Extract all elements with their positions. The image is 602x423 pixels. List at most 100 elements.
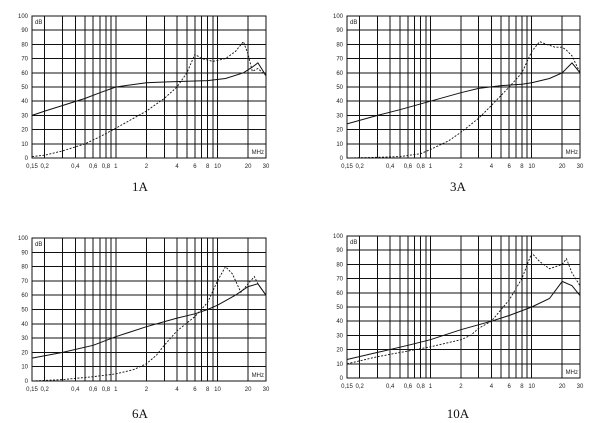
y-tick-label: 60 (21, 71, 28, 77)
x-tick-label: 0,2 (41, 387, 50, 393)
y-tick-label: 40 (336, 319, 343, 325)
x-tick-label: 0,4 (386, 164, 395, 170)
x-tick-label: 0,2 (41, 164, 50, 170)
x-tick-label: 0,8 (102, 387, 111, 393)
x-tick-label: 2 (459, 384, 463, 390)
y-tick-label: 10 (21, 142, 28, 148)
x-tick-label: 0,6 (404, 384, 413, 390)
x-tick-label: 20 (559, 384, 566, 390)
x-axis-label: MHz (252, 373, 264, 379)
x-tick-label: 0,15 (26, 164, 38, 170)
y-tick-label: 30 (336, 333, 343, 339)
chart-panel-1a: 0 10 20 30 40 50 60 70 80 90 100 0,15 0,2 0,4 0,6 0,8 1 2… (18, 14, 270, 194)
x-tick-label: 8 (206, 387, 210, 393)
x-tick-label: 1 (429, 384, 433, 390)
y-tick-label: 20 (336, 128, 343, 134)
x-axis-label: MHz (566, 150, 578, 156)
chart-panel-3a: 01020304050607080901000,15 0,2 0,4 0,6 0,8 1 2… (333, 14, 584, 194)
y-tick-label: 20 (336, 348, 343, 354)
y-tick-label: 80 (21, 265, 28, 271)
x-tick-label: 0,6 (89, 164, 98, 170)
y-tick-label: 30 (21, 336, 28, 342)
x-tick-label: 0,15 (341, 164, 353, 170)
x-tick-label: 0,4 (386, 384, 395, 390)
x-tick-label: 6 (508, 164, 512, 170)
y-tick-label: 40 (21, 99, 28, 105)
y-tick-label: 10 (336, 142, 343, 148)
y-tick-label: 90 (21, 28, 28, 34)
y-tick-label: 20 (21, 128, 28, 134)
x-tick-label: 2 (145, 164, 149, 170)
y-tick-label: 50 (336, 305, 343, 311)
x-tick-label: 30 (577, 164, 584, 170)
x-tick-label: 0,4 (71, 387, 80, 393)
x-tick-label: 2 (459, 164, 463, 170)
y-tick-label: 70 (21, 57, 28, 63)
x-tick-label: 4 (175, 387, 179, 393)
y-tick-label: 80 (21, 42, 28, 48)
y-tick-label: 0 (25, 156, 29, 162)
x-tick-label: 0,8 (416, 164, 425, 170)
y-tick-label: 0 (25, 379, 29, 385)
chart-panel-6a: 01020304050607080901000,15 0,2 0,4 0,6 0,8 1 2… (18, 236, 270, 421)
y-tick-label: 80 (336, 262, 343, 268)
y-axis-label: dB (35, 242, 42, 248)
x-tick-label: 0,2 (355, 164, 364, 170)
x-tick-label: 4 (175, 164, 179, 170)
x-tick-label: 30 (263, 387, 270, 393)
y-tick-label: 10 (21, 365, 28, 371)
y-tick-label: 100 (333, 234, 344, 240)
x-tick-label: 1 (114, 387, 118, 393)
y-tick-label: 60 (336, 291, 343, 297)
y-tick-label: 30 (336, 113, 343, 119)
y-tick-label: 90 (336, 248, 343, 254)
x-tick-label: 0,8 (416, 384, 425, 390)
y-tick-label: 10 (336, 362, 343, 368)
y-axis-label: dB (35, 20, 42, 26)
x-tick-label: 8 (520, 164, 524, 170)
x-tick-label: 6 (193, 387, 197, 393)
x-tick-label: 6 (193, 164, 197, 170)
x-tick-label: 6 (508, 384, 512, 390)
y-tick-label: 70 (336, 277, 343, 283)
x-tick-label: 0,15 (341, 384, 353, 390)
x-tick-label: 0,6 (404, 164, 413, 170)
x-tick-label: 0,15 (26, 387, 38, 393)
x-tick-label: 20 (245, 164, 252, 170)
y-tick-label: 30 (21, 113, 28, 119)
y-tick-label: 50 (21, 85, 28, 91)
y-tick-label: 40 (336, 99, 343, 105)
y-tick-label: 60 (21, 293, 28, 299)
x-tick-label: 1 (114, 164, 118, 170)
x-tick-label: 20 (245, 387, 252, 393)
x-tick-label: 20 (559, 164, 566, 170)
x-tick-label: 2 (145, 387, 149, 393)
x-tick-label: 10 (214, 387, 221, 393)
x-tick-label: 10 (214, 164, 221, 170)
x-tick-label: 8 (206, 164, 210, 170)
x-tick-label: 0,2 (355, 384, 364, 390)
chart-title: 6A (132, 406, 149, 421)
x-tick-label: 4 (490, 164, 494, 170)
series-line-solid (32, 63, 266, 116)
x-tick-label: 30 (577, 384, 584, 390)
series-line-dashed (347, 253, 580, 364)
chart-panel-10a: 0 10 20 30 40 50 60 70 80 90 100 0,15 0,2 0,4 0,6 0,8 1 2… (333, 234, 584, 421)
y-axis-label: dB (350, 240, 357, 246)
x-tick-label: 0,4 (71, 164, 80, 170)
y-tick-label: 70 (21, 279, 28, 285)
y-tick-label: 80 (336, 42, 343, 48)
x-tick-label: 10 (528, 164, 535, 170)
y-tick-label: 90 (336, 28, 343, 34)
y-tick-label: 0 (340, 376, 344, 382)
x-tick-label: 0,6 (89, 387, 98, 393)
x-axis-label: MHz (252, 150, 264, 156)
grid-lines (347, 16, 580, 158)
x-tick-label: 10 (528, 384, 535, 390)
series-line-solid (347, 63, 580, 124)
y-tick-label: 20 (21, 350, 28, 356)
grid-lines (32, 16, 266, 158)
y-tick-label: 50 (336, 85, 343, 91)
chart-title: 1A (132, 179, 149, 194)
